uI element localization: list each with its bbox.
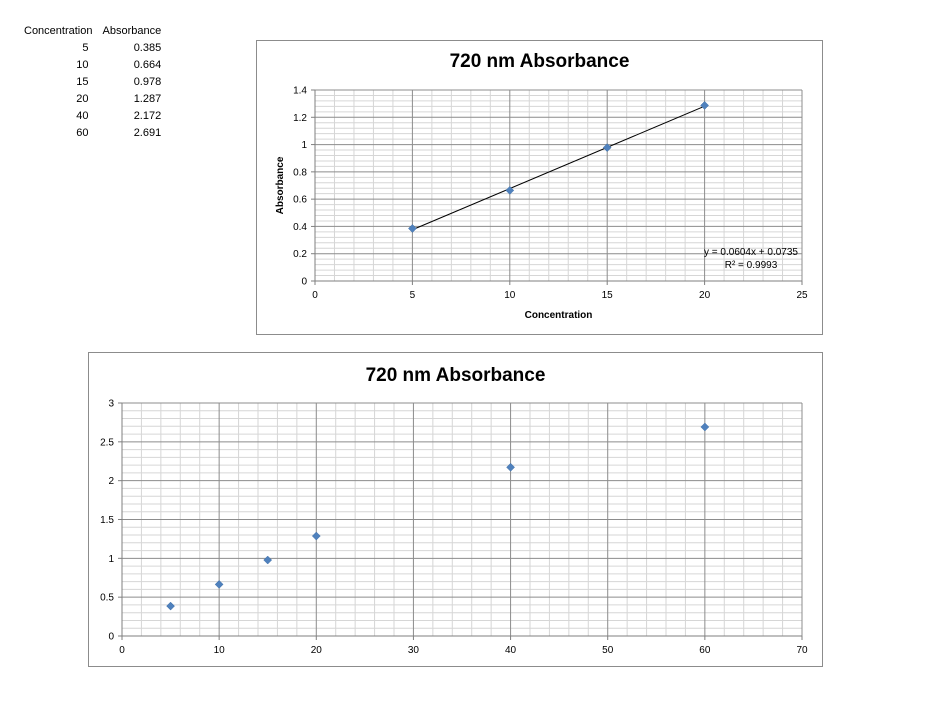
data-point xyxy=(166,601,175,611)
x-tick-label: 10 xyxy=(504,290,516,301)
table-row: 15 0.978 xyxy=(18,73,165,90)
y-tick-label: 3 xyxy=(108,399,114,410)
y-tick-label: 1.4 xyxy=(293,86,307,97)
table-cell: 60 xyxy=(76,126,89,139)
x-tick-label: 25 xyxy=(796,290,808,301)
y-axis-title: Absorbance xyxy=(275,156,286,214)
y-tick-label: 2.5 xyxy=(100,437,114,448)
table-header-concentration: Concentration xyxy=(24,24,93,37)
data-table: Concentration Absorbance 5 0.385 10 0.66… xyxy=(18,22,165,141)
y-tick-label: 0.2 xyxy=(293,249,307,260)
x-tick-label: 40 xyxy=(505,645,517,656)
table-cell: 0.385 xyxy=(133,41,162,54)
x-tick-label: 5 xyxy=(410,290,416,301)
chart-title: 720 nm Absorbance xyxy=(449,51,630,72)
chart-full-range: 0 10 20 30 40 50 60 70 0 0.5 1 1.5 2 2.5 3 720 nm Abso… xyxy=(88,352,823,667)
x-tick-label: 60 xyxy=(699,645,711,656)
y-tick-label: 1.2 xyxy=(293,113,307,124)
data-point xyxy=(700,101,709,110)
trendline xyxy=(412,105,705,231)
x-tick-label: 30 xyxy=(408,645,420,656)
chart-title: 720 nm Absorbance xyxy=(365,365,546,386)
table-row: 40 2.172 xyxy=(18,107,165,124)
x-tick-label: 50 xyxy=(602,645,614,656)
table-cell: 5 xyxy=(82,41,89,54)
data-point xyxy=(700,422,710,432)
table-cell: 2.172 xyxy=(133,109,162,122)
table-row: 20 1.287 xyxy=(18,90,165,107)
table-header-absorbance: Absorbance xyxy=(102,24,162,37)
table-cell: 0.664 xyxy=(133,58,162,71)
table-cell: 0.978 xyxy=(133,75,162,88)
x-tick-label: 15 xyxy=(602,290,614,301)
y-tick-label: 0.4 xyxy=(293,222,307,233)
y-tick-label: 0.8 xyxy=(293,167,307,178)
y-tick-label: 1 xyxy=(108,554,114,565)
table-cell: 1.287 xyxy=(133,92,162,105)
table-header-row: Concentration Absorbance xyxy=(18,22,165,39)
chart-calibration: 0 5 10 15 20 25 0 0.2 0.4 0.6 0.8 1 1.2 1.4 Concentrat… xyxy=(256,40,823,335)
trendline-r-squared: R² = 0.9993 xyxy=(724,260,778,271)
table-row: 60 2.691 xyxy=(18,124,165,141)
data-point xyxy=(506,462,515,472)
y-tick-label: 0 xyxy=(108,632,114,643)
table-cell: 40 xyxy=(76,109,89,122)
chart-plot-area: 0 5 10 15 20 25 0 0.2 0.4 0.6 0.8 1 1.2 1.4 Concentrat… xyxy=(275,86,808,322)
x-tick-label: 70 xyxy=(796,645,808,656)
y-tick-label: 1 xyxy=(301,140,307,151)
data-point xyxy=(214,580,224,589)
table-row: 5 0.385 xyxy=(18,39,165,56)
x-tick-label: 20 xyxy=(699,290,711,301)
data-point xyxy=(505,186,515,195)
table-cell: 20 xyxy=(76,92,89,105)
y-tick-label: 0.6 xyxy=(293,195,307,206)
data-point xyxy=(602,143,612,152)
table-cell: 2.691 xyxy=(133,126,162,139)
data-point xyxy=(263,555,273,565)
table-cell: 10 xyxy=(76,58,89,71)
chart-plot-area: 0 10 20 30 40 50 60 70 0 0.5 1 1.5 2 2.5 3 xyxy=(100,399,808,657)
x-tick-label: 0 xyxy=(119,645,125,656)
trendline-equation: y = 0.0604x + 0.0735 xyxy=(704,247,798,258)
trendline-equation-box: y = 0.0604x + 0.0735 R² = 0.9993 xyxy=(693,246,809,272)
data-point xyxy=(311,531,321,541)
y-tick-label: 1.5 xyxy=(100,515,114,526)
x-tick-label: 10 xyxy=(214,645,226,656)
data-point xyxy=(408,224,417,233)
y-tick-label: 2 xyxy=(108,476,114,487)
y-tick-label: 0.5 xyxy=(100,593,114,604)
table-row: 10 0.664 xyxy=(18,56,165,73)
x-tick-label: 20 xyxy=(311,645,323,656)
x-axis-title: Concentration xyxy=(525,310,593,321)
x-tick-label: 0 xyxy=(312,290,318,301)
table-cell: 15 xyxy=(76,75,89,88)
y-tick-label: 0 xyxy=(301,277,307,288)
